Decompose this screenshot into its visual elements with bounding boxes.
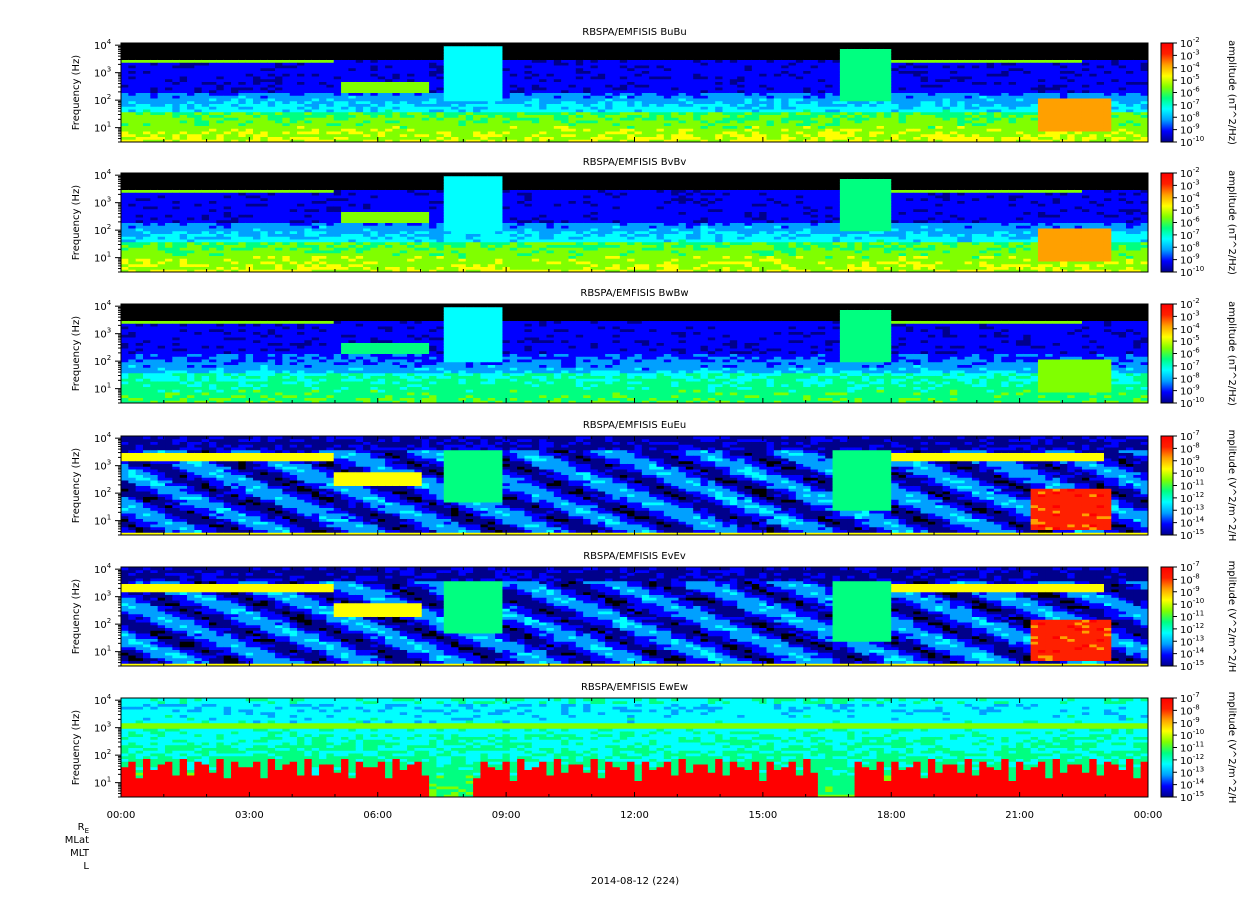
panel-4: RBSPA/EMFISIS EuEu 104 103 102 101 Frequency … <box>71 420 1237 542</box>
spectrogram-cells <box>121 698 1149 798</box>
y-tick-label: 103 <box>94 590 111 604</box>
y-tick-label: 102 <box>94 354 111 368</box>
y-tick-label: 104 <box>94 299 112 313</box>
spectrogram-cells <box>121 304 1149 404</box>
colorbar-tick-label: 10-15 <box>1180 528 1204 542</box>
spectrogram-cells <box>121 173 1149 273</box>
colorbar <box>1161 436 1173 535</box>
x-tick-label: 12:00 <box>620 810 649 821</box>
y-axis-label: Frequency (Hz) <box>71 316 82 392</box>
x-tick-label: 15:00 <box>748 810 777 821</box>
panels-group: RBSPA/EMFISIS BuBu 104 103 102 101 Frequency … <box>71 27 1237 804</box>
x-tick-label: 06:00 <box>363 810 392 821</box>
colorbar-label: mplitude (V^2/m^2/H <box>1226 692 1237 804</box>
panel-2: RBSPA/EMFISIS BvBv 104 103 102 101 Frequency … <box>71 157 1237 279</box>
y-tick-label: 102 <box>94 93 111 107</box>
ephemeris-label: RE <box>78 822 89 835</box>
y-tick-label: 102 <box>94 748 111 762</box>
y-tick-label: 103 <box>94 196 111 210</box>
y-tick-label: 101 <box>94 514 111 528</box>
colorbar-tick-label: 10-15 <box>1180 790 1204 804</box>
y-tick-label: 103 <box>94 66 111 80</box>
panel-3: RBSPA/EMFISIS BwBw 104 103 102 101 Frequency … <box>71 288 1237 410</box>
panel-title: RBSPA/EMFISIS EwEw <box>581 682 688 693</box>
colorbar <box>1161 304 1173 403</box>
panel-title: RBSPA/EMFISIS BwBw <box>580 288 688 299</box>
y-tick-label: 101 <box>94 776 111 790</box>
colorbar-label: amplitude (nT^2/Hz) <box>1226 301 1237 406</box>
colorbar-tick-label: 10-10 <box>1180 396 1204 410</box>
y-axis-label: Frequency (Hz) <box>71 55 82 131</box>
y-axis-label: Frequency (Hz) <box>71 579 82 655</box>
x-tick-label: 09:00 <box>492 810 521 821</box>
spectrogram-cells <box>121 567 1149 667</box>
y-tick-label: 102 <box>94 486 111 500</box>
x-tick-label: 18:00 <box>877 810 906 821</box>
x-tick-label: 00:00 <box>107 810 136 821</box>
panel-title: RBSPA/EMFISIS EuEu <box>583 420 686 431</box>
colorbar-tick-label: 10-10 <box>1180 135 1204 149</box>
panel-1: RBSPA/EMFISIS BuBu 104 103 102 101 Frequency … <box>71 27 1237 149</box>
y-tick-label: 101 <box>94 251 111 265</box>
colorbar <box>1161 698 1173 797</box>
panel-5: RBSPA/EMFISIS EvEv 104 103 102 101 Frequency … <box>71 551 1237 673</box>
ephemeris-label: L <box>83 861 89 872</box>
y-tick-label: 101 <box>94 645 111 659</box>
y-tick-label: 104 <box>94 168 112 182</box>
y-tick-label: 104 <box>94 693 112 707</box>
colorbar-tick-label: 10-10 <box>1180 265 1204 279</box>
y-tick-label: 104 <box>94 431 112 445</box>
colorbar <box>1161 43 1173 142</box>
ephemeris-label: MLat <box>65 835 89 846</box>
y-tick-label: 101 <box>94 382 111 396</box>
panel-title: RBSPA/EMFISIS EvEv <box>583 551 686 562</box>
colorbar-label: amplitude (nT^2/Hz) <box>1226 40 1237 145</box>
colorbar <box>1161 173 1173 272</box>
colorbar <box>1161 567 1173 666</box>
colorbar-label: mplitude (V^2/m^2/H <box>1226 561 1237 673</box>
y-tick-label: 104 <box>94 38 112 52</box>
panel-6: RBSPA/EMFISIS EwEw 104 103 102 101 Frequency … <box>71 682 1237 804</box>
y-tick-label: 102 <box>94 223 111 237</box>
y-tick-label: 104 <box>94 562 112 576</box>
colorbar-label: mplitude (V^2/m^2/H <box>1226 430 1237 542</box>
spectrogram-cells <box>121 43 1149 143</box>
y-tick-label: 103 <box>94 327 111 341</box>
date-label: 2014-08-12 (224) <box>591 876 679 887</box>
x-tick-label: 00:00 <box>1134 810 1163 821</box>
x-tick-label: 03:00 <box>235 810 264 821</box>
x-tick-label: 21:00 <box>1005 810 1034 821</box>
colorbar-tick-label: 10-15 <box>1180 659 1204 673</box>
y-tick-label: 101 <box>94 121 111 135</box>
y-axis-label: Frequency (Hz) <box>71 710 82 786</box>
panel-title: RBSPA/EMFISIS BuBu <box>582 27 686 38</box>
x-axis: 00:00 03:00 06:00 09:00 12:00 15:00 18:00 21:00… <box>107 810 1163 887</box>
y-tick-label: 102 <box>94 617 111 631</box>
colorbar-label: amplitude (nT^2/Hz) <box>1226 170 1237 275</box>
ephemeris-label: MLT <box>70 848 90 859</box>
panel-title: RBSPA/EMFISIS BvBv <box>583 157 687 168</box>
spectrogram-cells <box>121 436 1149 536</box>
y-tick-label: 103 <box>94 459 111 473</box>
y-axis-label: Frequency (Hz) <box>71 448 82 524</box>
y-axis-label: Frequency (Hz) <box>71 185 82 261</box>
y-tick-label: 103 <box>94 721 111 735</box>
